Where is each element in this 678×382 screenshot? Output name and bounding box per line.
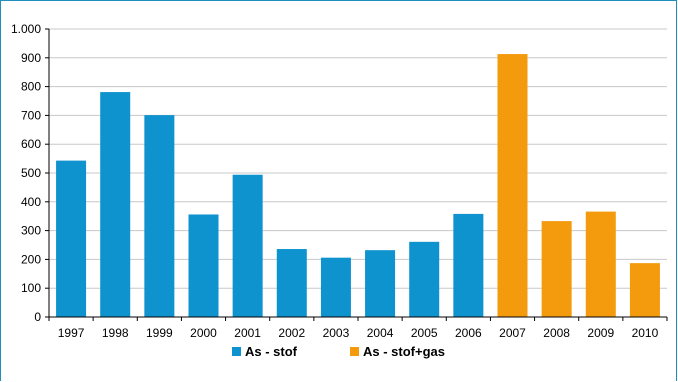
bar-2000: [188, 214, 219, 317]
legend-label-stof: As - stof: [245, 344, 298, 359]
y-tick-label: 800: [21, 80, 41, 94]
bars: [56, 54, 660, 318]
bar-2006: [453, 213, 484, 317]
bar-2008: [541, 221, 572, 317]
x-tick-label: 2004: [367, 326, 394, 340]
legend: As - stof As - stof+gas: [232, 344, 445, 359]
x-tick-label: 2005: [411, 326, 438, 340]
x-tick-label: 2003: [323, 326, 350, 340]
x-tick-label: 2009: [587, 326, 614, 340]
y-axis-ticks: 0 100 200 300 400 500 600 700 800 900 1.000: [11, 22, 49, 324]
y-tick-label: 200: [21, 252, 41, 266]
legend-swatch-stof: [232, 347, 241, 356]
x-tick-label: 2006: [455, 326, 482, 340]
bar-1997: [56, 160, 87, 317]
x-tick-label: 1999: [146, 326, 173, 340]
bar-2005: [409, 241, 440, 317]
x-tick-label: 2010: [632, 326, 659, 340]
y-tick-label: 700: [21, 108, 41, 122]
x-tick-label: 1998: [102, 326, 129, 340]
y-tick-label: 0: [34, 310, 41, 324]
y-tick-label: 500: [21, 166, 41, 180]
x-tick-label: 2007: [499, 326, 526, 340]
legend-label-stof-gas: As - stof+gas: [363, 344, 445, 359]
x-tick-label: 1997: [58, 326, 85, 340]
bar-2007: [497, 54, 528, 317]
bar-2010: [629, 263, 660, 317]
y-tick-label: 400: [21, 195, 41, 209]
y-tick-label: 600: [21, 137, 41, 151]
x-axis-ticks: 1997 1998 1999 2000 2001 2002 2003 2004 2005 2006…: [48, 317, 668, 340]
bar-2004: [365, 250, 396, 317]
y-tick-label: 900: [21, 51, 41, 65]
x-tick-label: 2000: [190, 326, 217, 340]
gridlines: [49, 28, 667, 289]
bar-2001: [232, 174, 263, 317]
y-tick-label: 1.000: [11, 22, 41, 36]
bar-2003: [320, 257, 351, 317]
bar-2009: [585, 211, 616, 317]
y-tick-label: 100: [21, 281, 41, 295]
y-tick-label: 300: [21, 224, 41, 238]
x-tick-label: 2002: [278, 326, 305, 340]
legend-swatch-stof-gas: [350, 347, 359, 356]
x-tick-label: 2001: [234, 326, 261, 340]
bar-1999: [144, 115, 175, 317]
x-tick-label: 2008: [543, 326, 570, 340]
bar-1998: [100, 92, 131, 318]
bar-2002: [276, 249, 307, 317]
